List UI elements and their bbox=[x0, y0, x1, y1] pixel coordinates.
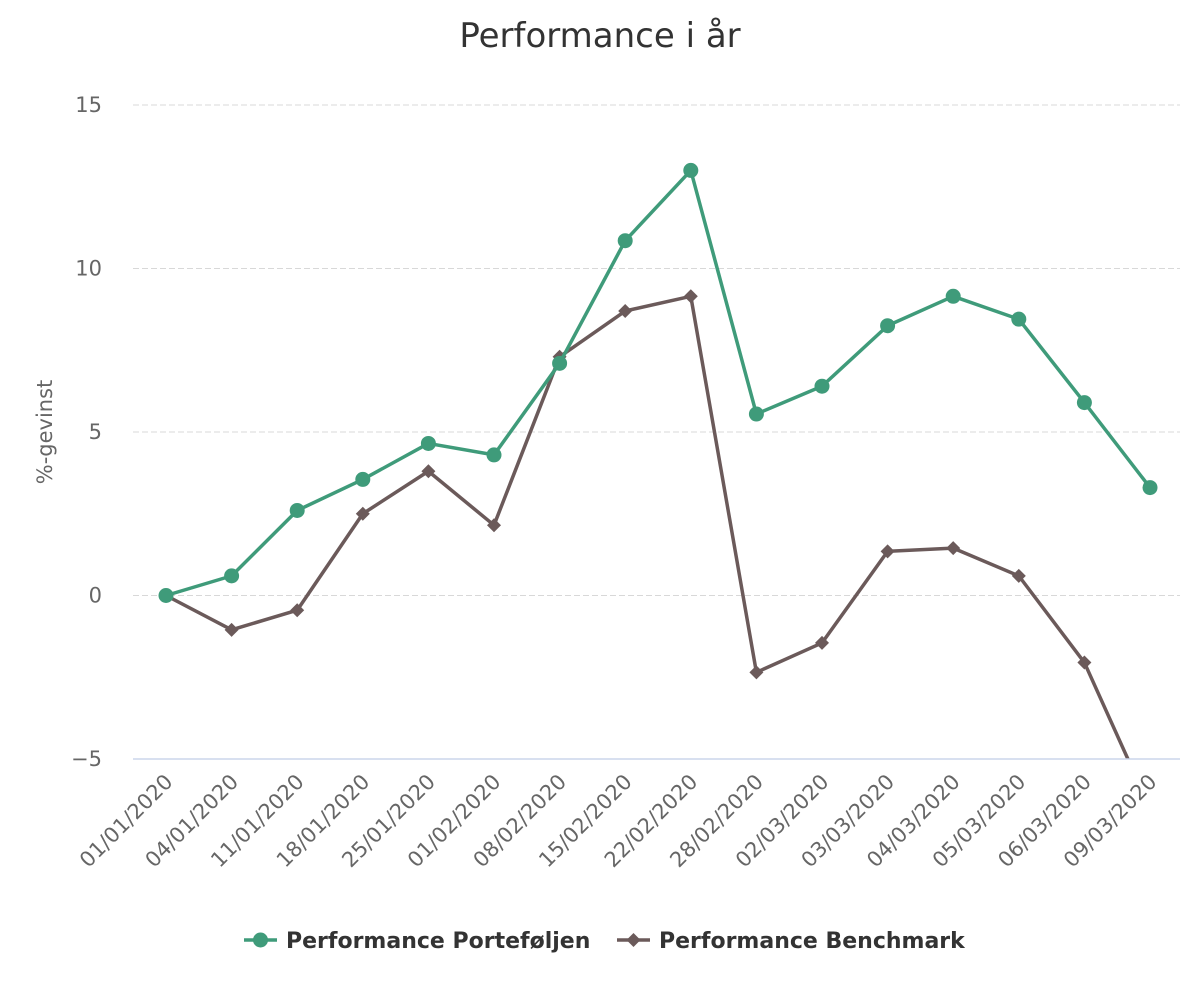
series-line bbox=[164, 168, 1152, 598]
data-point bbox=[814, 378, 830, 394]
data-point bbox=[1142, 480, 1158, 496]
data-point bbox=[355, 506, 370, 521]
data-point bbox=[880, 318, 896, 334]
legend-label: Performance Benchmark bbox=[659, 929, 966, 954]
data-point bbox=[617, 233, 633, 249]
data-point bbox=[748, 406, 764, 422]
data-point bbox=[880, 544, 895, 559]
data-point bbox=[224, 568, 240, 584]
data-point bbox=[290, 603, 305, 618]
series-portefoljen bbox=[158, 162, 1158, 603]
data-point bbox=[683, 289, 698, 304]
data-point bbox=[618, 304, 633, 319]
y-axis-ticks: 15 10 5 0 −5 bbox=[71, 93, 102, 771]
data-point bbox=[486, 447, 502, 463]
y-tick-label: 5 bbox=[89, 420, 102, 444]
legend-item: Performance Benchmark bbox=[617, 929, 966, 954]
data-point bbox=[1076, 395, 1092, 411]
gridlines bbox=[133, 104, 1180, 596]
data-point bbox=[1011, 311, 1027, 327]
series-line bbox=[164, 294, 1130, 759]
data-point bbox=[421, 464, 436, 479]
data-point bbox=[683, 162, 699, 178]
data-point bbox=[289, 502, 305, 518]
y-tick-label: 0 bbox=[89, 584, 102, 608]
data-point bbox=[420, 435, 436, 451]
data-point bbox=[158, 588, 174, 603]
y-tick-label: 10 bbox=[75, 257, 102, 281]
data-point bbox=[355, 471, 371, 487]
legend-item: Performance Porteføljen bbox=[244, 929, 590, 954]
legend: Performance Porteføljen Performance Bench… bbox=[244, 929, 966, 954]
data-point bbox=[1077, 655, 1092, 670]
data-point bbox=[487, 518, 501, 533]
data-point bbox=[749, 665, 764, 680]
series bbox=[158, 162, 1158, 759]
data-point bbox=[945, 288, 961, 304]
x-axis-ticks: 01/01/202004/01/202011/01/202018/01/2020… bbox=[75, 770, 1162, 873]
y-tick-label: 15 bbox=[75, 93, 102, 117]
data-point bbox=[552, 355, 568, 371]
data-point bbox=[224, 622, 239, 637]
legend-marker bbox=[626, 933, 641, 947]
chart-title: Performance i år bbox=[459, 16, 740, 56]
data-point bbox=[1011, 568, 1026, 583]
legend-marker bbox=[253, 932, 268, 948]
series-benchmark bbox=[159, 289, 1130, 759]
legend-label: Performance Porteføljen bbox=[286, 929, 590, 954]
y-tick-label: −5 bbox=[71, 747, 102, 771]
data-point bbox=[815, 635, 829, 650]
y-axis-label: %-gevinst bbox=[33, 380, 57, 485]
data-point bbox=[946, 541, 961, 556]
